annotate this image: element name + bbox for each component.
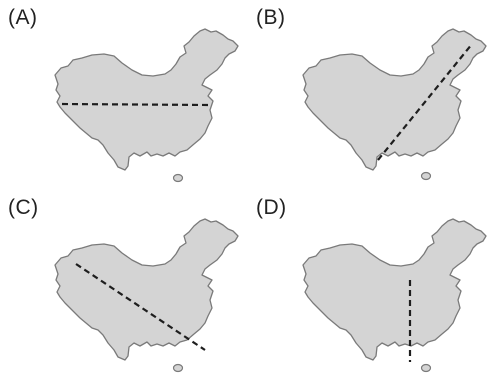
option-a-panel[interactable]: (A) [0, 0, 246, 190]
option-a-label: (A) [8, 6, 38, 29]
option-b-map [302, 28, 487, 181]
horizontal-divider-line [61, 102, 211, 107]
hainan-island [172, 363, 184, 373]
option-c-label: (C) [8, 196, 39, 219]
china-map-shape [302, 218, 487, 361]
option-c-map [54, 218, 239, 373]
china-map-shape [54, 28, 239, 171]
option-b-panel[interactable]: (B) [246, 0, 492, 190]
hainan-island [172, 173, 184, 183]
diagonal-divider-line [377, 43, 473, 161]
option-d-label: (D) [256, 196, 287, 219]
option-c-panel[interactable]: (C) [0, 190, 246, 380]
option-d-map [302, 218, 487, 373]
hainan-island [420, 171, 432, 181]
option-b-label: (B) [256, 6, 286, 29]
diagonal-divider-line [75, 263, 206, 351]
option-d-panel[interactable]: (D) [246, 190, 492, 380]
china-map-shape [54, 218, 239, 361]
hainan-island [420, 363, 432, 373]
china-map-shape [302, 28, 487, 171]
option-a-map [54, 28, 239, 183]
